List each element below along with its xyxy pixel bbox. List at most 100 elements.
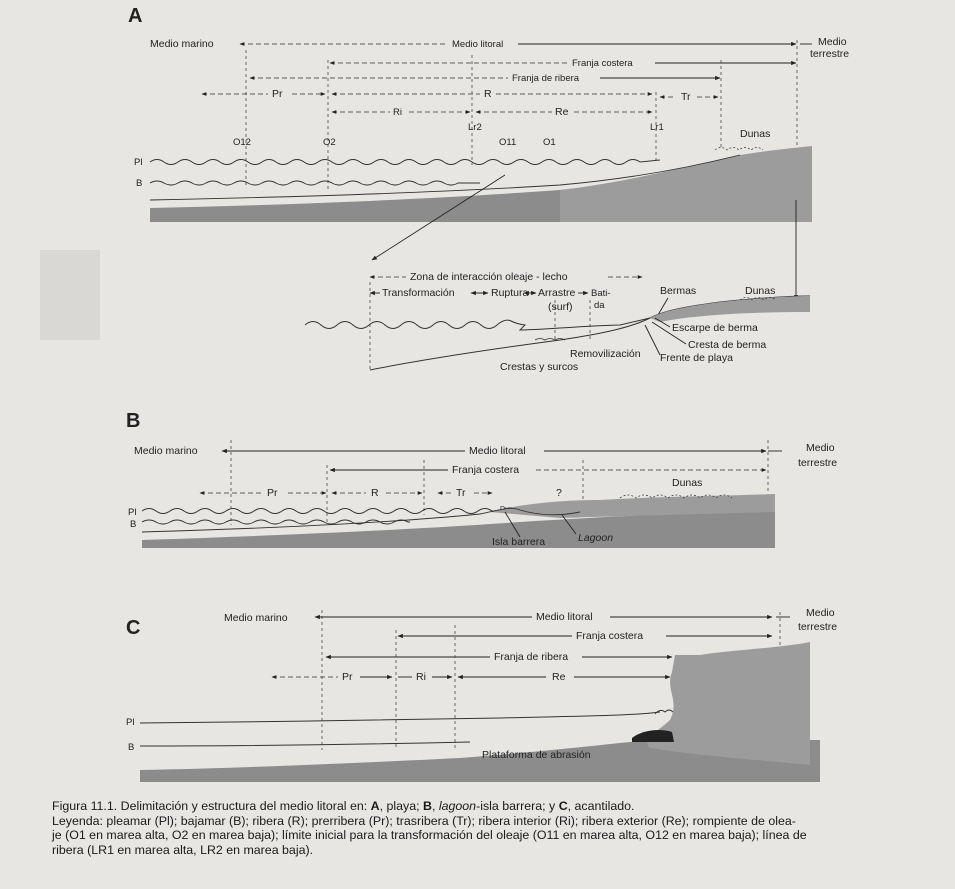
c-re-label: Re: [552, 671, 566, 683]
detail-transformacion-label: Transformación: [382, 287, 455, 299]
caption-line-1: Figura 11.1. Delimitación y estructura d…: [52, 799, 947, 814]
c-franja-ribera-label: Franja de ribera: [494, 651, 568, 663]
panel-b-letter: B: [126, 410, 140, 432]
a-lr2-label: Lr2: [468, 122, 482, 133]
detail-escarpe-label: Escarpe de berma: [672, 322, 758, 334]
caption-legend-1: Leyenda: pleamar (Pl); bajamar (B); ribe…: [52, 813, 796, 828]
a-tr-label: Tr: [681, 91, 691, 103]
a-beach-profile: [149, 154, 741, 201]
detail-zona-label: Zona de interacción oleaje - lecho: [410, 271, 568, 283]
coastal-zone-diagram: A Medio marino Medio litoral Medio terre…: [40, 5, 849, 782]
a-medio-terrestre-label-2: terrestre: [810, 48, 849, 60]
panel-c-letter: C: [126, 617, 140, 639]
detail-cresta-label: Cresta de berma: [688, 339, 766, 351]
a-lr1-label: Lr1: [650, 122, 664, 133]
a-medio-litoral-label: Medio litoral: [452, 39, 503, 50]
b-dunas-label: Dunas: [672, 477, 702, 489]
c-franja-costera-label: Franja costera: [576, 630, 643, 642]
c-low-tide-line: [139, 741, 471, 747]
detail-ruptura-label: Ruptura: [491, 287, 529, 299]
b-pr-label: Pr: [267, 487, 278, 499]
caption-text-c: ,: [431, 799, 439, 813]
background-smudge: [40, 250, 100, 340]
a-o11-label: O11: [499, 137, 516, 148]
caption-letter-a: A: [370, 799, 380, 813]
panel-c: C Medio marino Medio litoral Medio terre…: [126, 607, 837, 782]
detail-cresta-pointer: [651, 321, 687, 345]
caption-legend-2: je (O1 en marea alta, O2 en marea baja);…: [52, 828, 807, 843]
panel-b: B Medio marino Medio litoral Medio terre…: [126, 410, 837, 548]
c-seabed: [140, 740, 820, 782]
caption-letter-c: C: [558, 799, 568, 813]
panel-a: A Medio marino Medio litoral Medio terre…: [128, 5, 849, 301]
b-medio-terrestre-label-1: Medio: [806, 442, 835, 454]
a-r-label: R: [484, 88, 492, 100]
b-isla-barrera-label: Isla barrera: [492, 536, 545, 548]
caption-text-e: , acantilado.: [567, 799, 635, 813]
b-barrier-land: [490, 494, 775, 518]
b-tr-label: Tr: [456, 487, 466, 499]
a-o2-label: O2: [323, 137, 336, 148]
detail-dunes-sketch: [739, 297, 777, 301]
a-land: [560, 146, 812, 222]
b-medio-marino-label: Medio marino: [134, 445, 198, 457]
b-isla-pointer: [504, 511, 521, 538]
c-ri-label: Ri: [416, 671, 426, 683]
detail-escarpe-pointer: [654, 317, 671, 328]
b-seabed: [142, 510, 775, 548]
a-dunes-sketch: [714, 147, 764, 151]
c-b-label: B: [128, 742, 134, 753]
a-franja-ribera-label: Franja de ribera: [512, 73, 580, 84]
c-pr-label: Pr: [342, 671, 353, 683]
detail-removilizacion-label: Removilización: [570, 348, 641, 360]
b-r-label: R: [371, 487, 379, 499]
a-pl-label: Pl: [134, 157, 142, 168]
b-high-tide-waves: [141, 508, 494, 514]
detail-frente-label: Frente de playa: [660, 352, 733, 364]
a-medio-terrestre-label-1: Medio: [818, 36, 847, 48]
a-low-tide-waves: [149, 180, 480, 186]
a-ri-label: Ri: [393, 107, 402, 118]
b-dunes-sketch: [619, 494, 733, 499]
detail-berm-land: [650, 296, 810, 322]
a-o1-label: O1: [543, 137, 556, 148]
a-re-label: Re: [555, 106, 569, 118]
b-b-label: B: [130, 519, 136, 530]
b-question-label: ?: [556, 487, 562, 499]
detail-dunas-label: Dunas: [745, 285, 775, 297]
detail-arrastre-label: Arrastre: [538, 287, 576, 299]
b-medio-litoral-label: Medio litoral: [469, 445, 526, 457]
a-b-label: B: [136, 178, 142, 189]
c-medio-litoral-label: Medio litoral: [536, 611, 593, 623]
c-boulders: [632, 730, 674, 742]
c-medio-terrestre-label-2: terrestre: [798, 621, 837, 633]
b-lagoon-pointer: [561, 514, 577, 535]
caption-lagoon: lagoon: [438, 799, 477, 813]
detail-surf-label: (surf): [548, 301, 573, 313]
detail-bermas-label: Bermas: [660, 285, 696, 297]
a-high-tide-waves: [149, 159, 661, 165]
caption-text-d: -isla barrera; y: [476, 799, 559, 813]
c-medio-terrestre-label-1: Medio: [806, 607, 835, 619]
c-high-tide-line: [139, 711, 661, 724]
detail-ripples: [534, 338, 566, 341]
detail-batida-label-1: Bati-: [591, 288, 611, 299]
c-medio-marino-label: Medio marino: [224, 612, 288, 624]
caption-letter-b: B: [423, 799, 432, 813]
a-medio-marino-label: Medio marino: [150, 38, 214, 50]
c-cliff: [647, 642, 810, 765]
b-profile: [141, 507, 581, 533]
a-o12-label: O12: [233, 137, 251, 148]
b-lagoon-label: Lagoon: [578, 532, 613, 544]
detail-batida-label-2: da: [594, 300, 605, 311]
c-splash: [654, 709, 674, 715]
c-pl-label: Pl: [126, 717, 134, 728]
a-dunas-label: Dunas: [740, 128, 770, 140]
a-franja-costera-label: Franja costera: [572, 58, 633, 69]
caption-legend-3: ribera (LR1 en marea alta, LR2 en marea …: [52, 842, 314, 857]
detail-waves: [304, 317, 651, 331]
a-detail-connector-arrow: [371, 174, 506, 261]
b-medio-terrestre-label-2: terrestre: [798, 457, 837, 469]
figure-caption: Figura 11.1. Delimitación y estructura d…: [52, 799, 947, 857]
